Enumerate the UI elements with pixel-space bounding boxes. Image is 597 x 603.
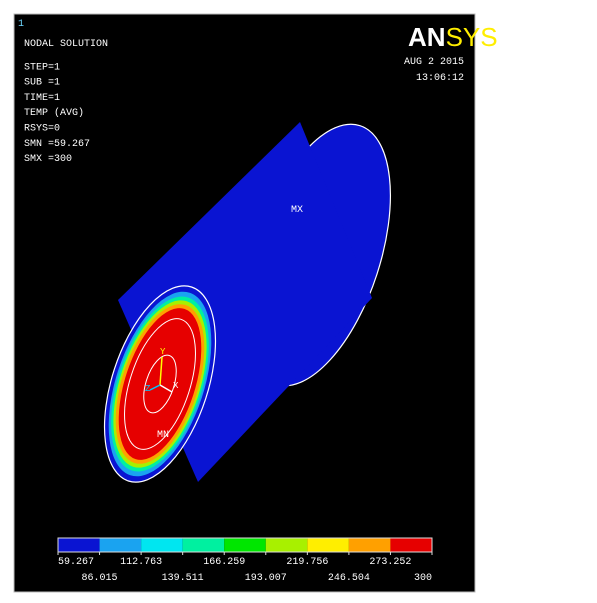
logo-an: AN xyxy=(408,22,446,52)
legend-label: 300 xyxy=(414,573,432,584)
legend-label: 273.252 xyxy=(369,557,411,568)
legend-swatch xyxy=(390,538,432,552)
legend-label: 219.756 xyxy=(286,557,328,568)
legend-label: 59.267 xyxy=(58,557,94,568)
legend-label: 86.015 xyxy=(82,573,118,584)
legend-swatch xyxy=(349,538,391,552)
legend-swatch xyxy=(141,538,183,552)
legend-swatch xyxy=(58,538,100,552)
info-line: STEP=1 xyxy=(24,62,60,73)
legend-label: 246.504 xyxy=(328,573,370,584)
legend-swatch xyxy=(307,538,349,552)
min-marker: MN xyxy=(157,430,169,441)
info-line: SMN =59.267 xyxy=(24,139,90,150)
info-line: RSYS=0 xyxy=(24,124,60,135)
logo: ANSYS xyxy=(408,22,498,52)
info-line: SUB =1 xyxy=(24,78,60,89)
legend-swatch xyxy=(183,538,225,552)
axis-label-x: X xyxy=(173,381,179,391)
info-line: NODAL SOLUTION xyxy=(24,39,108,50)
window-number: 1 xyxy=(18,19,24,30)
logo-sys: SYS xyxy=(446,22,498,52)
screenshot: 1 NODAL SOLUTION STEP=1 SUB =1 TIME=1 TEMP (… xyxy=(0,0,597,603)
legend-label: 193.007 xyxy=(245,573,287,584)
info-line: SMX =300 xyxy=(24,154,72,165)
axis-label-y: Y xyxy=(160,347,166,357)
axis-label-z: Z xyxy=(145,384,151,394)
legend-label: 166.259 xyxy=(203,557,245,568)
max-marker: MX xyxy=(291,205,303,216)
legend-label: 139.511 xyxy=(162,573,204,584)
date: AUG 2 2015 xyxy=(404,57,464,68)
info-line: TIME=1 xyxy=(24,93,60,104)
legend-swatch xyxy=(266,538,308,552)
info-line: TEMP (AVG) xyxy=(24,107,84,119)
time: 13:06:12 xyxy=(416,73,464,84)
legend-swatch xyxy=(100,538,142,552)
legend-swatch xyxy=(224,538,266,552)
legend-label: 112.763 xyxy=(120,557,162,568)
